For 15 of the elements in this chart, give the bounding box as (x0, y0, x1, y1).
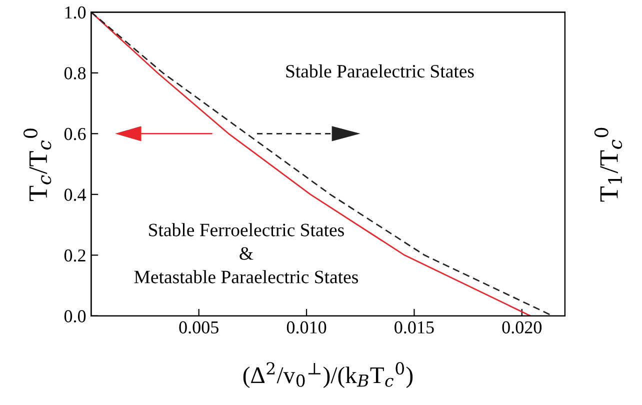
x-tick-label: 0.010 (286, 321, 326, 334)
y-tick-label: 1.0 (65, 6, 86, 19)
annotation: Stable Ferroelectric States & Metastable Paraelectric States (134, 223, 358, 284)
y2-axis-title: T$_{1}$/T$_{c}$$^{0}$ (594, 128, 622, 202)
annotation: Stable Paraelectric States (286, 64, 474, 78)
y-tick-label: 0.8 (64, 67, 86, 80)
y-axis-title: T$_{c}$/T$_{c}$$^{0}$ (24, 128, 52, 202)
y-tick-label: 0.2 (64, 249, 86, 262)
text: (Δ$^{2}$/v$_{0}$$^{⊥}$)/(k$_{B}$T$_{c}$$^{0}$) (243, 362, 413, 388)
x-tick-label: 0.015 (394, 321, 434, 334)
y-tick-label: 0.6 (64, 128, 86, 140)
y-tick-label: 0.0 (64, 310, 86, 322)
x-tick-label: 0.005 (179, 321, 218, 334)
x-tick-label: 0.020 (502, 321, 542, 334)
y-tick-label: 0.4 (64, 188, 86, 201)
